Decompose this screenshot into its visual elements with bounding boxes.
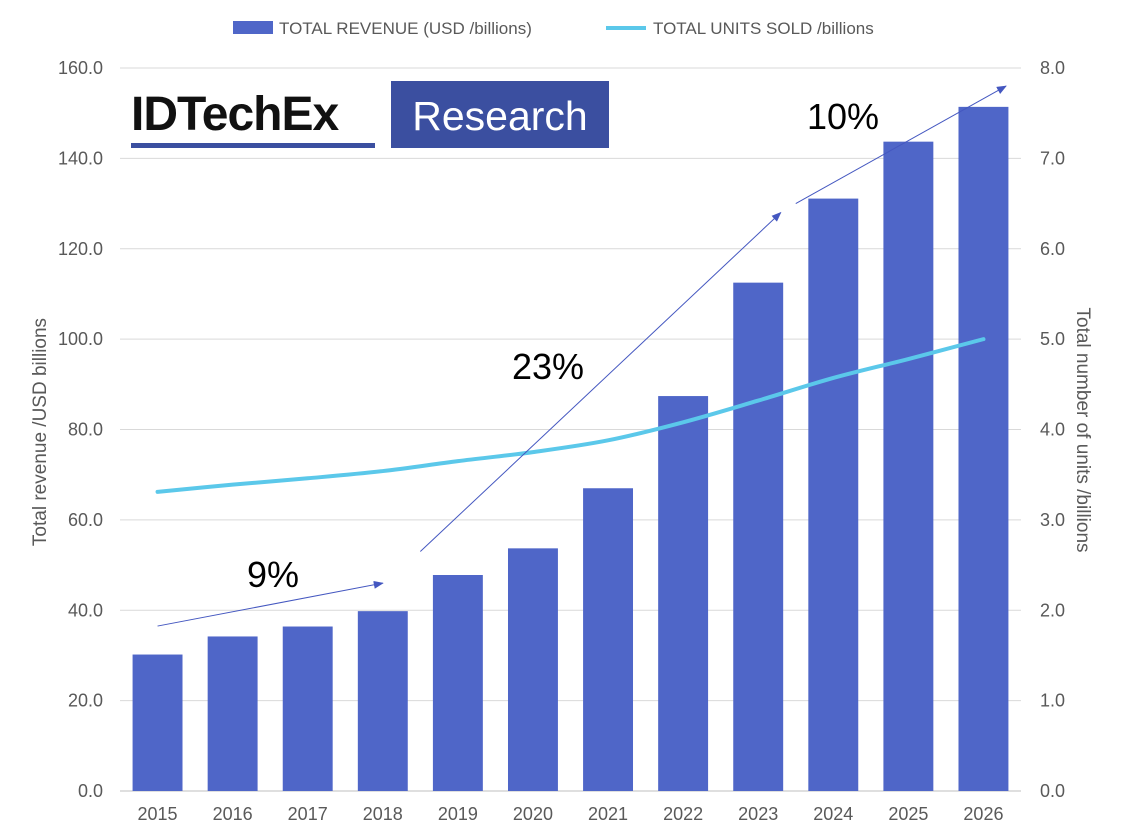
x-tick-label: 2026 xyxy=(963,804,1003,824)
x-tick-label: 2024 xyxy=(813,804,853,824)
x-tick-label: 2017 xyxy=(288,804,328,824)
revenue-bar xyxy=(132,654,183,791)
y2-tick-label: 3.0 xyxy=(1040,510,1065,530)
revenue-bar xyxy=(507,548,558,791)
gridlines xyxy=(120,67,1021,792)
growth-arrow xyxy=(157,580,384,627)
y2-tick-label: 4.0 xyxy=(1040,420,1065,440)
revenue-bar xyxy=(207,636,258,791)
revenue-bar xyxy=(958,106,1009,791)
revenue-bar xyxy=(432,575,483,791)
logo-underline xyxy=(131,143,375,148)
y2-tick-label: 2.0 xyxy=(1040,600,1065,620)
y-tick-label: 120.0 xyxy=(58,239,103,259)
x-tick-label: 2018 xyxy=(363,804,403,824)
idtechex-logo: IDTechEx Research xyxy=(131,81,609,148)
x-tick-label: 2022 xyxy=(663,804,703,824)
x-tick-label: 2015 xyxy=(138,804,178,824)
x-tick-label: 2025 xyxy=(888,804,928,824)
y-tick-label: 20.0 xyxy=(68,691,103,711)
y-tick-label: 40.0 xyxy=(68,600,103,620)
y-tick-label: 80.0 xyxy=(68,420,103,440)
right-axis-ticks: 0.0 1.0 2.0 3.0 4.0 5.0 6.0 7.0 8.0 xyxy=(1040,58,1065,801)
x-tick-label: 2021 xyxy=(588,804,628,824)
right-axis-title: Total number of units /billions xyxy=(1072,307,1093,552)
revenue-bars xyxy=(132,106,1009,792)
growth-annotations: 9% 23% 10% xyxy=(157,85,1007,627)
revenue-bar xyxy=(733,282,784,791)
legend-label-units: TOTAL UNITS SOLD /billions xyxy=(653,19,874,38)
logo-main-text: IDTechEx xyxy=(131,88,339,141)
logo-research-box xyxy=(391,81,609,148)
y2-tick-label: 5.0 xyxy=(1040,329,1065,349)
growth-label: 23% xyxy=(512,346,584,387)
left-axis-ticks: 0.0 20.0 40.0 60.0 80.0 100.0 120.0 140.0 160.0 xyxy=(58,58,103,801)
logo-sub-text: Research xyxy=(412,93,587,139)
revenue-bar xyxy=(808,198,859,792)
units-line xyxy=(155,337,986,494)
y-tick-label: 160.0 xyxy=(58,58,103,78)
legend-swatch-revenue xyxy=(233,21,273,34)
y2-tick-label: 1.0 xyxy=(1040,691,1065,711)
legend: TOTAL REVENUE (USD /billions) TOTAL UNIT… xyxy=(233,19,874,38)
growth-arrow xyxy=(419,211,782,552)
y2-tick-label: 6.0 xyxy=(1040,239,1065,259)
x-tick-label: 2020 xyxy=(513,804,553,824)
units-series-line xyxy=(155,337,986,494)
revenue-bar xyxy=(357,611,408,791)
y-tick-label: 60.0 xyxy=(68,510,103,530)
x-tick-label: 2016 xyxy=(213,804,253,824)
revenue-bar xyxy=(658,396,709,791)
revenue-bar xyxy=(883,141,934,791)
revenue-bar xyxy=(583,488,634,791)
growth-label: 10% xyxy=(807,96,879,137)
y-tick-label: 140.0 xyxy=(58,148,103,168)
x-tick-label: 2023 xyxy=(738,804,778,824)
x-tick-label: 2019 xyxy=(438,804,478,824)
y2-tick-label: 0.0 xyxy=(1040,781,1065,801)
y-tick-label: 0.0 xyxy=(78,781,103,801)
x-axis-ticks: 2015 2016 2017 2018 2019 2020 2021 2022 2023 2024… xyxy=(138,804,1004,824)
growth-label: 9% xyxy=(247,554,299,595)
y2-tick-label: 8.0 xyxy=(1040,58,1065,78)
y2-tick-label: 7.0 xyxy=(1040,148,1065,168)
legend-label-revenue: TOTAL REVENUE (USD /billions) xyxy=(279,19,532,38)
growth-arrow xyxy=(795,85,1007,204)
revenue-bar xyxy=(282,626,333,791)
left-axis-title: Total revenue /USD billions xyxy=(30,318,51,546)
y-tick-label: 100.0 xyxy=(58,329,103,349)
